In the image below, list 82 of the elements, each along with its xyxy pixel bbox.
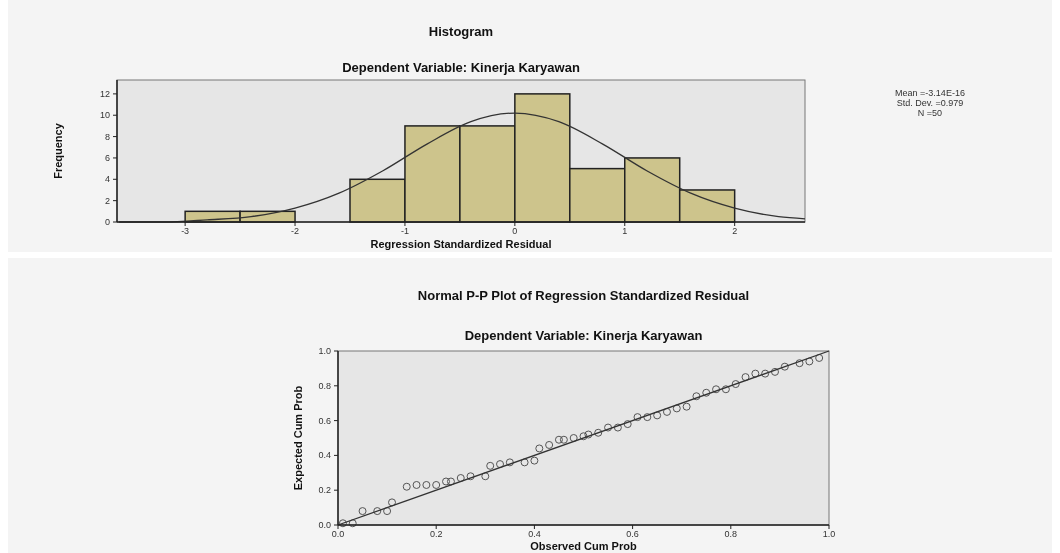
chart-title: Normal P-P Plot of Regression Standardized Residual	[417, 288, 750, 303]
y-tick-label: 2	[104, 195, 110, 206]
point	[751, 369, 760, 378]
x-axis-title: Regression Standardized Residual	[370, 238, 552, 250]
x-tick-label: 0.2	[429, 529, 443, 539]
point	[466, 472, 475, 481]
point	[613, 423, 622, 432]
x-axis-title: Observed Cum Prob	[530, 540, 637, 552]
point	[731, 380, 740, 389]
y-tick-label: 0.2	[318, 485, 331, 496]
point	[682, 402, 691, 411]
point	[348, 519, 357, 528]
point	[623, 420, 632, 429]
text: Mean =-3.14E-16 Std. Dev. =0.979 N =50	[895, 88, 965, 118]
point	[584, 430, 593, 439]
point	[805, 357, 814, 366]
point	[402, 482, 411, 491]
point	[815, 353, 824, 362]
y-tick-label: 0.4	[318, 450, 331, 461]
point	[545, 440, 554, 449]
point	[481, 472, 490, 481]
point	[373, 507, 382, 516]
point	[692, 392, 701, 401]
point	[653, 411, 662, 420]
point	[412, 480, 421, 489]
y-tick-label: 12	[99, 88, 110, 99]
point	[338, 519, 347, 528]
point	[559, 435, 568, 444]
y-axis-title: Expected Cum Prob	[292, 385, 304, 491]
x-tick-label: 0.6	[626, 529, 639, 539]
chart-subtitle: Dependent Variable: Kinerja Karyawan	[464, 328, 703, 343]
point	[535, 444, 544, 453]
y-tick-label: 0.8	[318, 380, 331, 391]
y-tick-label: 0	[104, 217, 110, 227]
x-tick-label: 1.0	[822, 529, 836, 539]
point	[358, 507, 367, 516]
x-tick-label: 2	[732, 226, 738, 236]
point	[741, 373, 750, 382]
point	[672, 404, 681, 413]
point	[520, 458, 529, 467]
x-tick-label: 1	[622, 226, 628, 236]
y-tick-label: 1.0	[318, 346, 331, 356]
point	[643, 413, 652, 422]
x-tick-label: 0.4	[528, 529, 541, 539]
y-tick-label: 8	[104, 131, 110, 142]
chart-subtitle: Dependent Variable: Kinerja Karyawan	[342, 60, 580, 75]
point	[569, 434, 578, 442]
x-tick-label: 0	[512, 226, 518, 236]
point	[505, 458, 514, 467]
point	[770, 367, 779, 376]
y-tick-label: 10	[99, 110, 110, 121]
chart-title: Histogram	[428, 24, 494, 39]
y-tick-label: 4	[104, 174, 110, 185]
point	[422, 480, 431, 489]
y-tick-label: 0.0	[318, 520, 331, 530]
y-tick-label: 6	[104, 152, 110, 163]
y-tick-label: 0.6	[318, 415, 331, 426]
point	[579, 432, 588, 441]
y-axis-title: Frequency	[52, 122, 64, 179]
x-tick-label: -1	[400, 226, 409, 236]
x-tick-label: -3	[181, 226, 190, 236]
point	[712, 385, 721, 394]
point	[604, 423, 613, 432]
point	[780, 362, 789, 371]
x-tick-label: 0.0	[331, 529, 345, 539]
point	[442, 477, 451, 486]
point	[721, 385, 730, 394]
point	[702, 388, 711, 397]
point	[486, 461, 495, 470]
point	[761, 369, 770, 378]
point	[594, 428, 603, 437]
point	[530, 456, 539, 465]
point	[795, 359, 804, 368]
point	[633, 413, 642, 422]
point	[446, 477, 455, 486]
point	[388, 498, 397, 507]
point	[383, 507, 392, 516]
x-tick-label: -2	[291, 226, 300, 236]
x-tick-label: 0.8	[724, 529, 738, 539]
point	[456, 474, 465, 483]
point	[432, 480, 441, 489]
point	[554, 435, 563, 444]
